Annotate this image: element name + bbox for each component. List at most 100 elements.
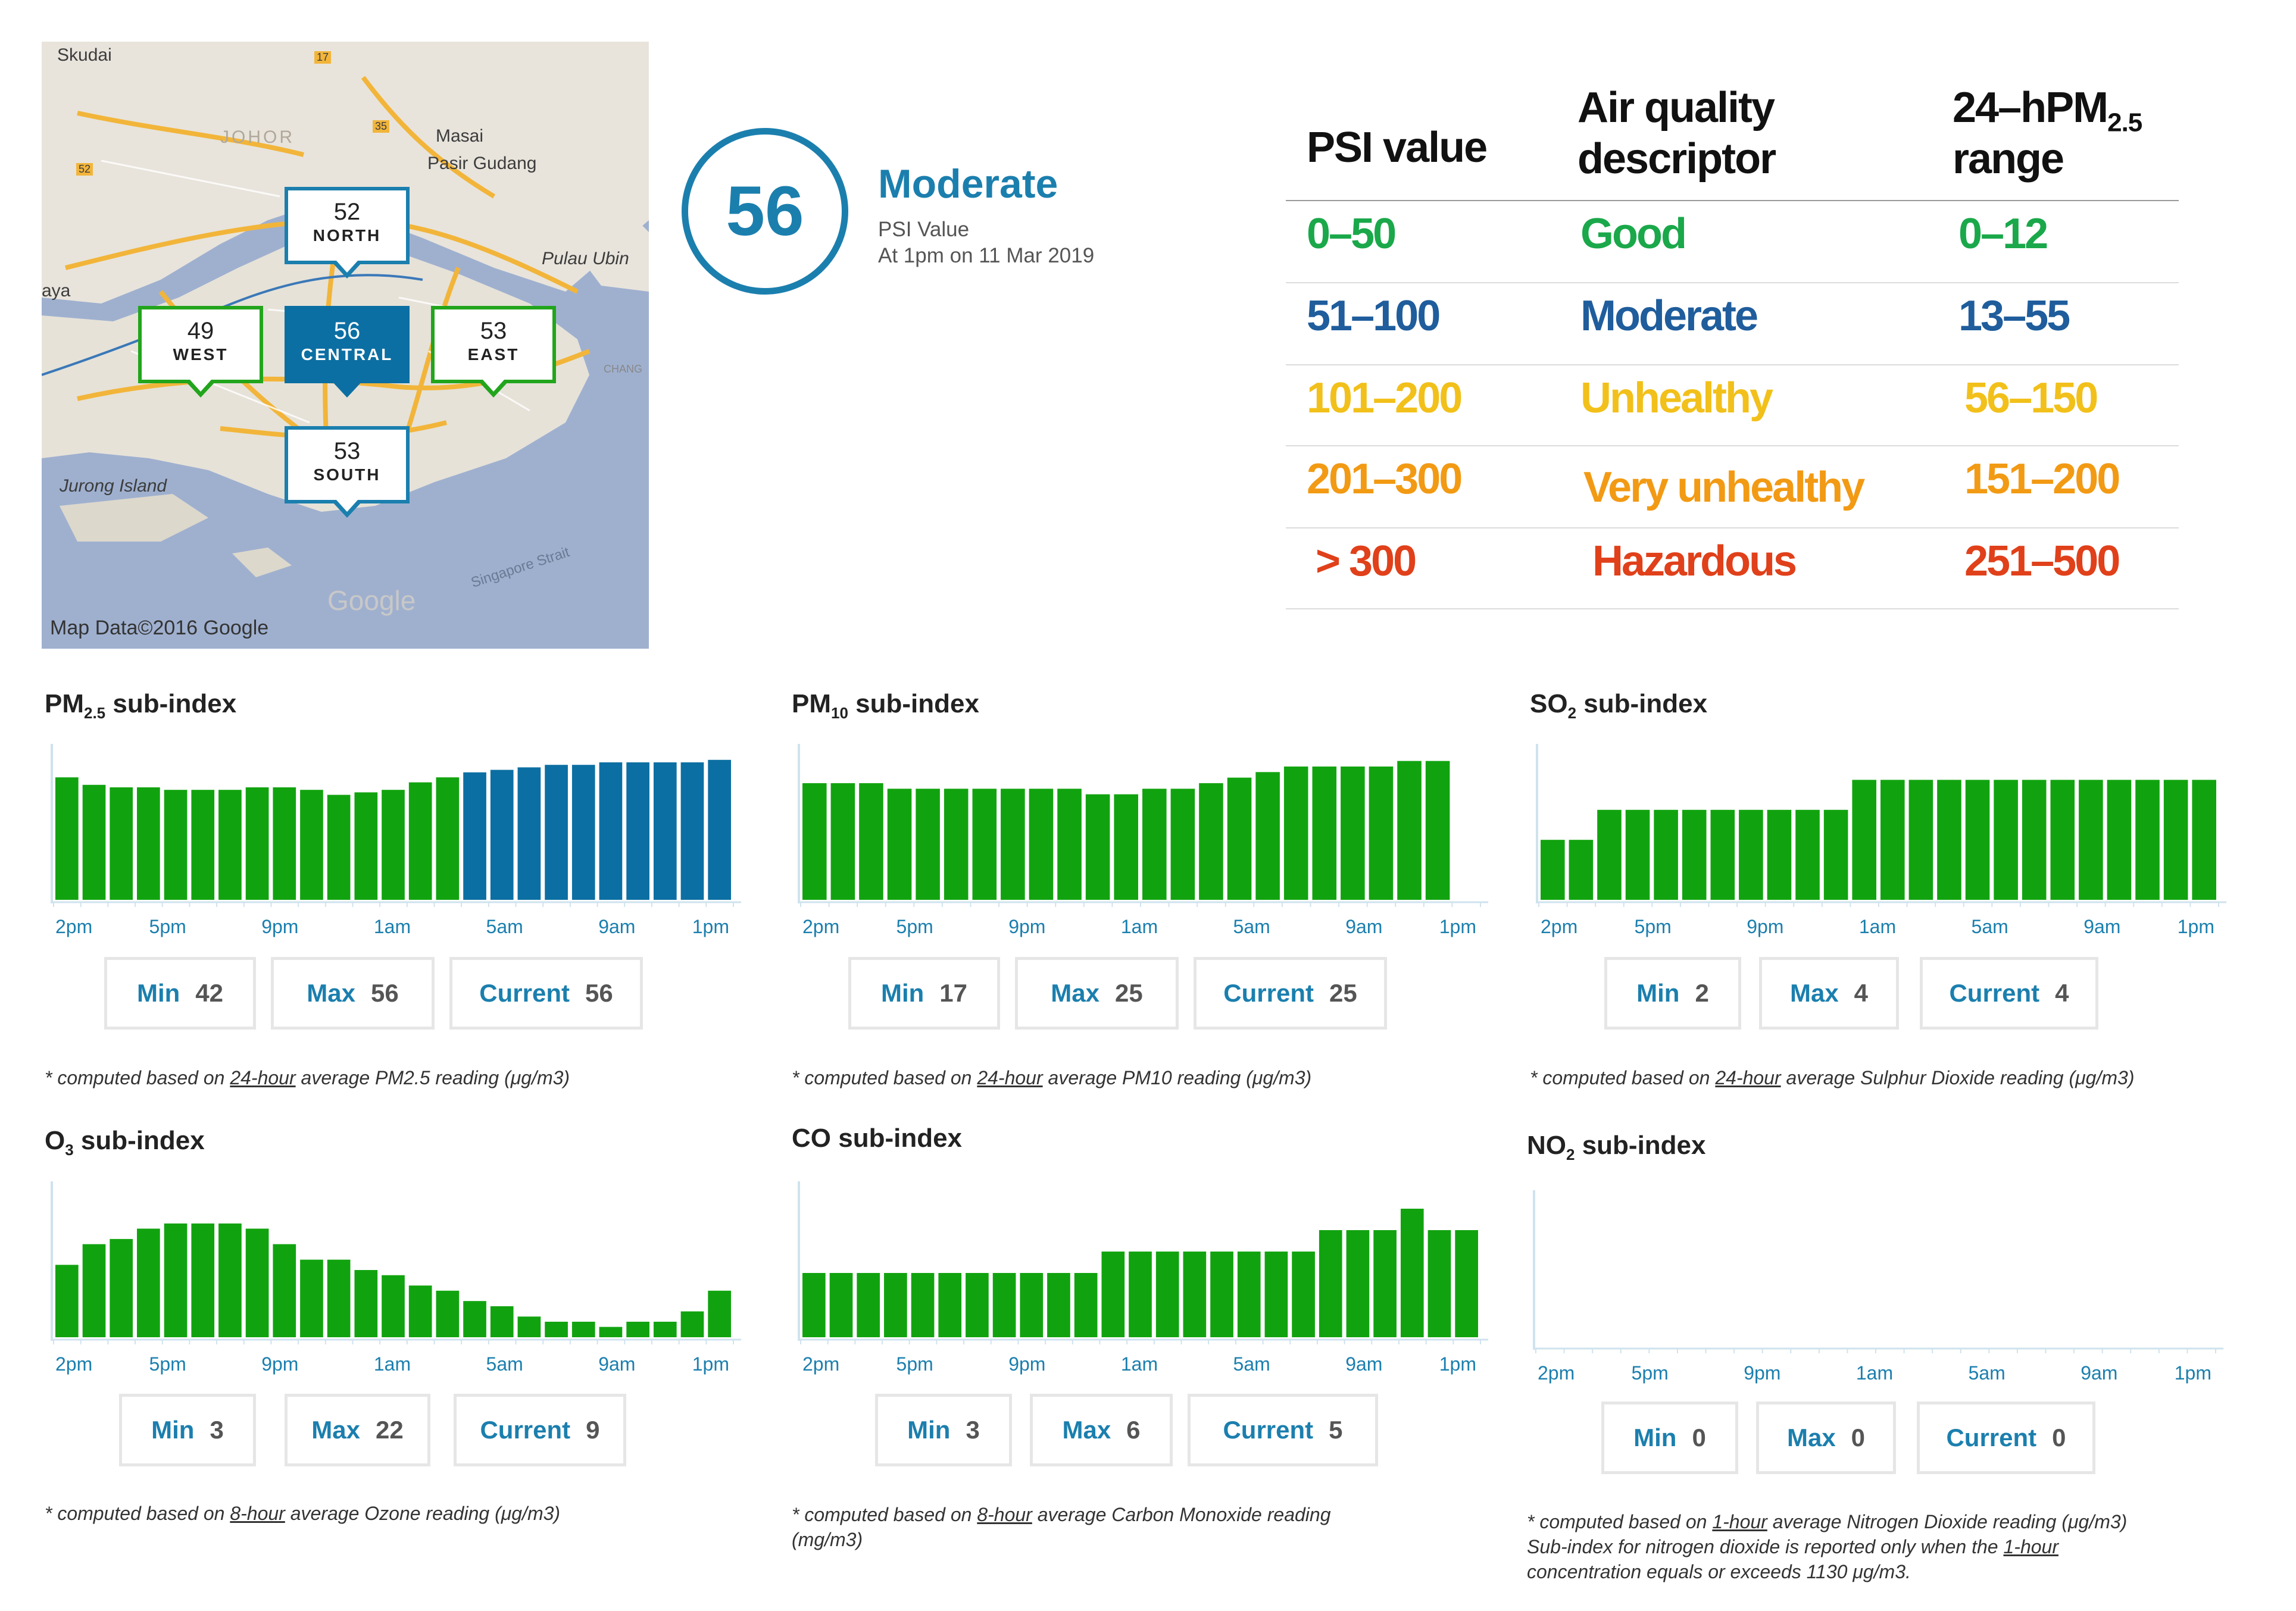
psi-descriptor: Moderate bbox=[878, 161, 1058, 207]
x-tick-label: 2pm bbox=[802, 916, 839, 937]
chart-bar bbox=[1823, 809, 1848, 900]
co-title: CO sub-index bbox=[792, 1124, 962, 1157]
chart-bar bbox=[829, 1273, 853, 1337]
header-descriptor-line2: descriptor bbox=[1577, 135, 1776, 183]
so2-title-rest: sub-index bbox=[1576, 689, 1708, 718]
so2-title-main: SO bbox=[1530, 689, 1568, 718]
x-tick-label: 5am bbox=[1233, 916, 1270, 937]
region-map[interactable]: Skudai JOHOR Masai Pasir Gudang Pulau Ub… bbox=[42, 42, 649, 649]
so2-current-value: 4 bbox=[2055, 979, 2069, 1007]
region-marker-central[interactable]: 56 CENTRAL bbox=[285, 306, 410, 398]
x-tick-label: 2pm bbox=[55, 916, 92, 937]
chart-bar bbox=[571, 1321, 595, 1337]
chart-bar bbox=[1001, 789, 1025, 900]
table-row-3-descriptor: Unhealthy bbox=[1580, 374, 1773, 422]
o3-max-label: Max bbox=[311, 1416, 360, 1444]
co-note-line2: (mg/m3) bbox=[792, 1529, 863, 1550]
region-east-value: 53 bbox=[480, 318, 507, 344]
pm10-current-box: Current 25 bbox=[1194, 957, 1387, 1030]
pm25-note-suffix: average PM2.5 reading (μg/m3) bbox=[295, 1067, 570, 1088]
pm25-current-label: Current bbox=[479, 979, 570, 1007]
row-divider bbox=[1286, 527, 2179, 528]
chart-bar bbox=[887, 789, 912, 900]
table-row-1-descriptor: Good bbox=[1580, 210, 1687, 258]
chart-bar bbox=[1237, 1252, 1261, 1337]
region-marker-south[interactable]: 53 SOUTH bbox=[285, 426, 410, 518]
chart-bar bbox=[164, 790, 188, 900]
region-west-name: WEST bbox=[173, 345, 229, 364]
x-tick-label: 1pm bbox=[692, 1353, 729, 1375]
chart-bar bbox=[1397, 761, 1422, 900]
so2-title-sub: 2 bbox=[1567, 703, 1577, 722]
marker-pointer-inner bbox=[336, 500, 358, 512]
table-row-2-psi-range: 51–100 bbox=[1307, 292, 1441, 340]
co-min-box: Min 3 bbox=[875, 1394, 1012, 1466]
chart-bar bbox=[1373, 1230, 1397, 1337]
o3-current-label: Current bbox=[480, 1416, 571, 1444]
o3-current-value: 9 bbox=[586, 1416, 600, 1444]
map-label-johor: JOHOR bbox=[220, 127, 295, 147]
chart-bar bbox=[653, 762, 677, 900]
table-row-4-descriptor: Very unhealthy bbox=[1583, 464, 1865, 511]
chart-bar bbox=[1170, 789, 1195, 900]
x-tick-label: 1am bbox=[374, 916, 411, 937]
map-label-skudai: Skudai bbox=[57, 45, 112, 65]
so2-bar-chart: 2pm 5pm 9pm 1am 5am 9am 1pm bbox=[1530, 744, 2238, 937]
chart-bar bbox=[1283, 767, 1308, 900]
no2-note-line2-link: 1-hour bbox=[2003, 1536, 2058, 1557]
x-tick-label: 5pm bbox=[1635, 916, 1672, 937]
region-marker-west[interactable]: 49 WEST bbox=[138, 306, 263, 398]
pm25-max-box: Max 56 bbox=[271, 957, 435, 1030]
region-west-value: 49 bbox=[187, 318, 214, 344]
no2-note-line2-prefix: Sub-index for nitrogen dioxide is report… bbox=[1527, 1536, 2004, 1557]
chart-bar bbox=[1569, 840, 1594, 900]
chart-bar bbox=[1937, 780, 1961, 900]
psi-value: 56 bbox=[726, 172, 804, 251]
pm10-note-prefix: * computed based on bbox=[792, 1067, 977, 1088]
chart-bar bbox=[992, 1273, 1016, 1337]
chart-bar bbox=[1142, 789, 1167, 900]
pm10-bar-chart: 2pm 5pm 9pm 1am 5am 9am 1pm bbox=[792, 744, 1500, 937]
co-note-suffix: average Carbon Monoxide reading bbox=[1032, 1504, 1331, 1525]
chart-bar bbox=[1425, 761, 1450, 900]
chart-bar bbox=[436, 1290, 460, 1337]
region-marker-east[interactable]: 53 EAST bbox=[431, 306, 556, 398]
chart-bar bbox=[1541, 840, 1565, 900]
pm25-note-prefix: * computed based on bbox=[45, 1067, 230, 1088]
map-attribution: Map Data©2016 Google bbox=[50, 617, 269, 639]
o3-footnote: * computed based on 8-hour average Ozone… bbox=[45, 1501, 560, 1526]
o3-current-box: Current 9 bbox=[454, 1394, 626, 1466]
no2-max-label: Max bbox=[1786, 1424, 1836, 1452]
chart-bar bbox=[1880, 780, 1905, 900]
so2-min-box: Min 2 bbox=[1604, 957, 1741, 1030]
chart-bar bbox=[300, 790, 323, 900]
table-row-1-psi-range: 0–50 bbox=[1307, 210, 1397, 258]
table-row-3-pm25-range: 56–150 bbox=[1964, 374, 2098, 422]
co-current-box: Current 5 bbox=[1188, 1394, 1378, 1466]
chart-bar bbox=[802, 783, 827, 900]
pm25-title-rest: sub-index bbox=[105, 689, 237, 718]
chart-bar bbox=[857, 1273, 880, 1337]
so2-current-box: Current 4 bbox=[1920, 957, 2098, 1030]
chart-bar bbox=[1654, 809, 1678, 900]
marker-pointer-inner bbox=[190, 380, 211, 392]
chart-bar bbox=[1255, 772, 1280, 900]
chart-bar bbox=[1427, 1230, 1451, 1337]
o3-title-rest: sub-index bbox=[73, 1126, 205, 1155]
so2-max-value: 4 bbox=[1854, 979, 1869, 1007]
chart-bar bbox=[463, 772, 486, 900]
chart-bar bbox=[944, 789, 969, 900]
chart-bar bbox=[1965, 780, 1990, 900]
co-max-box: Max 6 bbox=[1030, 1394, 1173, 1466]
google-logo: Google bbox=[327, 585, 416, 616]
so2-note-suffix: average Sulphur Dioxide reading (μg/m3) bbox=[1780, 1067, 2135, 1088]
chart-bar bbox=[436, 777, 460, 900]
row-divider bbox=[1286, 445, 2179, 446]
x-tick-label: 9pm bbox=[1008, 916, 1045, 937]
o3-note-link: 8-hour bbox=[230, 1503, 285, 1524]
chart-bar bbox=[110, 787, 133, 900]
chart-bar bbox=[2192, 780, 2216, 900]
region-marker-north[interactable]: 52 NORTH bbox=[285, 187, 410, 279]
no2-footnote: * computed based on 1-hour average Nitro… bbox=[1527, 1509, 2127, 1584]
x-tick-label: 9am bbox=[2081, 1362, 2117, 1384]
